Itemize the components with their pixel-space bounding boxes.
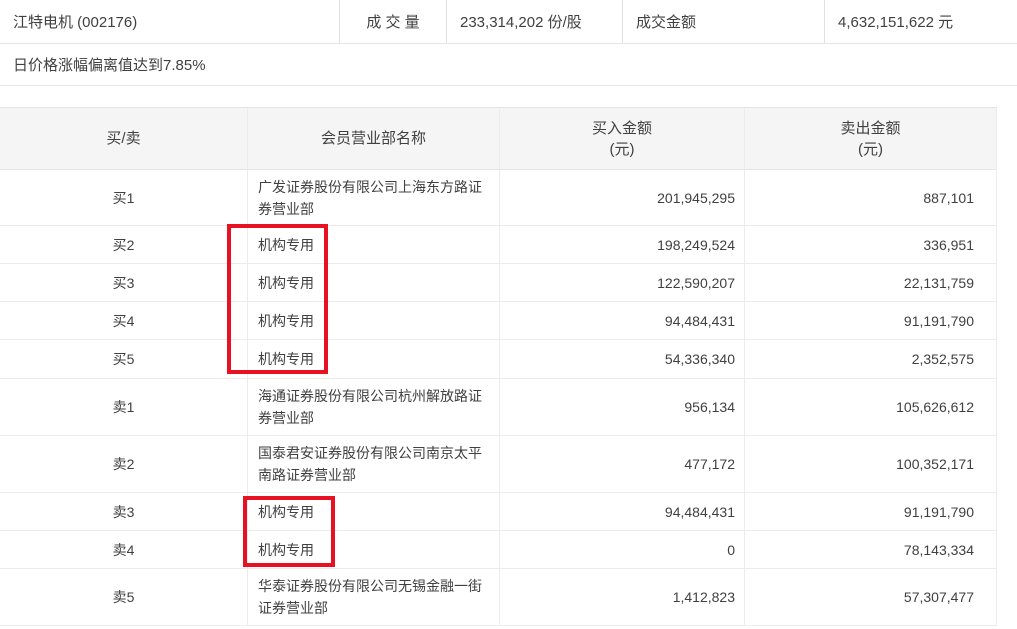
- sell-amount-cell: 57,307,477: [903, 589, 974, 605]
- header-side-label: 买/卖: [106, 130, 141, 147]
- branch-name-cell: 机构专用: [248, 531, 500, 568]
- table-row: 卖5 华泰证券股份有限公司无锡金融一街证券营业部 1,412,823 57,30…: [0, 569, 996, 626]
- header-buy-amount-unit: (元): [609, 140, 635, 158]
- buy-amount-cell: 0: [500, 531, 745, 568]
- stock-title: 江特电机 (002176): [0, 0, 340, 43]
- branch-name-cell: 机构专用: [248, 264, 500, 301]
- table-row: 卖4 机构专用 0 78,143,334: [0, 531, 996, 569]
- highlight-box-sell-institutional: [243, 496, 335, 567]
- sell-amount-cell: 336,951: [923, 236, 974, 253]
- side-cell: 卖3: [0, 493, 248, 530]
- header-branch-name-label: 会员营业部名称: [320, 130, 426, 147]
- table-row: 卖3 机构专用 94,484,431 91,191,790: [0, 493, 996, 531]
- header-sell-amount-label: 卖出金额: [840, 119, 901, 137]
- table-row: 买3 机构专用 122,590,207 22,131,759: [0, 264, 996, 302]
- branch-name-cell: 机构专用: [248, 302, 500, 339]
- table-row: 买5 机构专用 54,336,340 2,352,575: [0, 340, 996, 379]
- volume-value: 233,314,202 份/股: [447, 0, 623, 43]
- header-buy-amount-label: 买入金额: [591, 119, 652, 137]
- sell-amount-cell: 105,626,612: [896, 399, 974, 415]
- summary-bar: 江特电机 (002176) 成 交 量 233,314,202 份/股 成交金额…: [0, 0, 1017, 44]
- buy-amount-cell: 201,945,295: [500, 170, 745, 225]
- turnover-value: 4,632,151,622 元: [838, 14, 954, 31]
- table-row: 买1 广发证券股份有限公司上海东方路证券营业部 201,945,295 887,…: [0, 170, 996, 226]
- side-cell: 买4: [0, 302, 248, 339]
- buy-amount-cell: 198,249,524: [500, 226, 745, 263]
- side-cell: 卖2: [0, 436, 248, 492]
- side-cell: 卖1: [0, 379, 248, 435]
- table-row: 买4 机构专用 94,484,431 91,191,790: [0, 302, 996, 340]
- header-sell-amount-unit: (元): [858, 140, 883, 158]
- side-cell: 卖5: [0, 569, 248, 625]
- buy-amount-cell: 1,412,823: [500, 569, 745, 625]
- header-branch-name: 会员营业部名称: [248, 108, 500, 169]
- sell-amount-cell: 100,352,171: [896, 456, 974, 472]
- volume-label: 成 交 量: [340, 0, 447, 43]
- turnover-label: 成交金额: [623, 0, 825, 43]
- header-side: 买/卖: [0, 108, 248, 169]
- side-cell: 买1: [0, 170, 248, 225]
- side-cell: 买3: [0, 264, 248, 301]
- header-buy-amount: 买入金额 (元): [500, 108, 745, 169]
- table-row: 买2 机构专用 198,249,524 336,951: [0, 226, 996, 264]
- side-cell: 买5: [0, 340, 248, 378]
- buy-amount-cell: 54,336,340: [500, 340, 745, 378]
- branch-name-cell: 华泰证券股份有限公司无锡金融一街证券营业部: [248, 569, 500, 625]
- sell-amount-cell: 2,352,575: [911, 351, 974, 367]
- branch-name-cell: 海通证券股份有限公司杭州解放路证券营业部: [248, 379, 500, 435]
- side-cell: 卖4: [0, 531, 248, 568]
- sell-amount-cell: 78,143,334: [903, 541, 974, 558]
- branch-name-cell: 机构专用: [248, 493, 500, 530]
- buy-amount-cell: 122,590,207: [500, 264, 745, 301]
- branch-name-cell: 国泰君安证券股份有限公司南京太平南路证券营业部: [248, 436, 500, 492]
- branch-name-cell: 机构专用: [248, 340, 500, 378]
- branch-name-cell: 机构专用: [248, 226, 500, 263]
- highlight-box-buy-institutional: [227, 224, 328, 374]
- table-row: 卖1 海通证券股份有限公司杭州解放路证券营业部 956,134 105,626,…: [0, 379, 996, 436]
- buy-amount-cell: 956,134: [500, 379, 745, 435]
- sell-amount-cell: 91,191,790: [903, 312, 974, 329]
- buy-amount-cell: 477,172: [500, 436, 745, 492]
- sell-amount-cell: 22,131,759: [903, 274, 974, 291]
- header-sell-amount: 卖出金额 (元): [745, 108, 996, 169]
- branch-name-cell: 广发证券股份有限公司上海东方路证券营业部: [248, 170, 500, 225]
- deviation-note: 日价格涨幅偏离值达到7.85%: [0, 43, 1017, 86]
- table-row: 卖2 国泰君安证券股份有限公司南京太平南路证券营业部 477,172 100,3…: [0, 436, 996, 493]
- buy-amount-cell: 94,484,431: [500, 493, 745, 530]
- broker-seats-table: 买/卖 会员营业部名称 买入金额 (元) 卖出金额 (元) 买1 广发证券股份有…: [0, 107, 997, 626]
- sell-amount-cell: 887,101: [923, 189, 974, 206]
- table-header-row: 买/卖 会员营业部名称 买入金额 (元) 卖出金额 (元): [0, 108, 996, 170]
- buy-amount-cell: 94,484,431: [500, 302, 745, 339]
- side-cell: 买2: [0, 226, 248, 263]
- sell-amount-cell: 91,191,790: [903, 503, 974, 520]
